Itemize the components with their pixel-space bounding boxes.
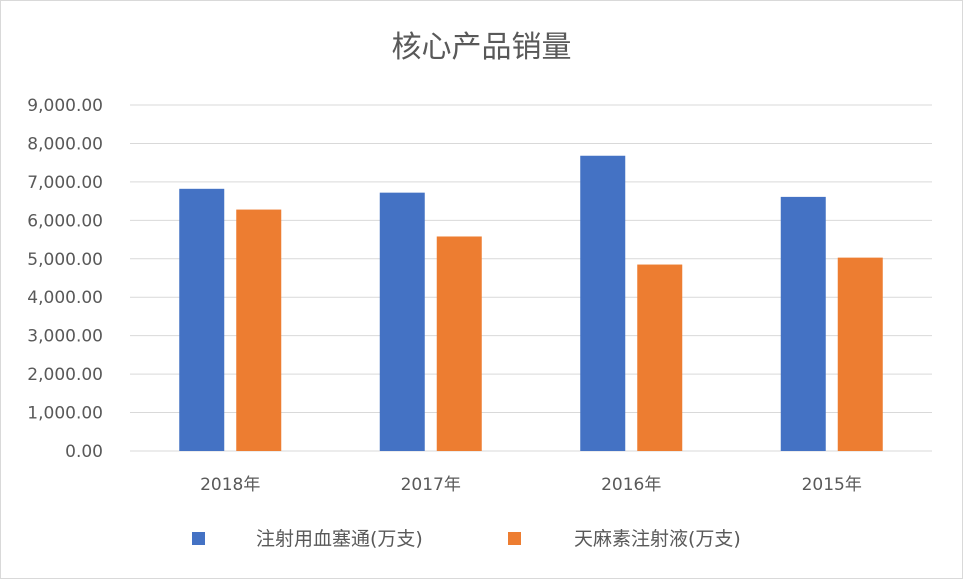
x-tick-label: 2018年: [200, 475, 260, 495]
x-tick-label: 2017年: [401, 475, 461, 495]
y-tick-label: 7,000.00: [27, 173, 103, 193]
bar-series-2: [236, 209, 282, 451]
bar-series-1: [580, 155, 626, 451]
y-tick-label: 4,000.00: [27, 288, 103, 308]
y-tick-label: 1,000.00: [27, 404, 103, 424]
y-tick-label: 8,000.00: [27, 134, 103, 154]
bar-series-1: [179, 188, 225, 451]
x-tick-label: 2015年: [802, 475, 862, 495]
y-tick-label: 6,000.00: [27, 211, 103, 231]
legend-item: 天麻素注射液(万支): [508, 528, 741, 550]
legend-label: 天麻素注射液(万支): [574, 528, 741, 550]
legend-item: 注射用血塞通(万支): [192, 528, 423, 550]
y-tick-label: 3,000.00: [27, 327, 103, 347]
bar-series-1: [780, 196, 826, 451]
y-tick-label: 5,000.00: [27, 250, 103, 270]
x-tick-label: 2016年: [601, 475, 661, 495]
y-axis-tick-labels: 0.00 1,000.00 2,000.00 3,000.00 4,000.00 5,00…: [27, 96, 103, 462]
bar-series-1: [379, 192, 425, 452]
legend-label: 注射用血塞通(万支): [256, 528, 423, 550]
legend-swatch: [192, 532, 205, 545]
bars: [179, 155, 883, 452]
y-tick-label: 0.00: [65, 442, 103, 462]
bar-series-2: [436, 236, 482, 451]
chart-title: 核心产品销量: [391, 30, 572, 65]
bar-series-2: [637, 264, 683, 451]
legend-swatch: [508, 532, 521, 545]
legend: 注射用血塞通(万支) 天麻素注射液(万支): [192, 528, 741, 550]
x-axis-tick-labels: 2018年 2017年 2016年 2015年: [200, 475, 862, 495]
y-tick-label: 9,000.00: [27, 96, 103, 116]
bar-series-2: [837, 257, 883, 451]
y-tick-label: 2,000.00: [27, 365, 103, 385]
